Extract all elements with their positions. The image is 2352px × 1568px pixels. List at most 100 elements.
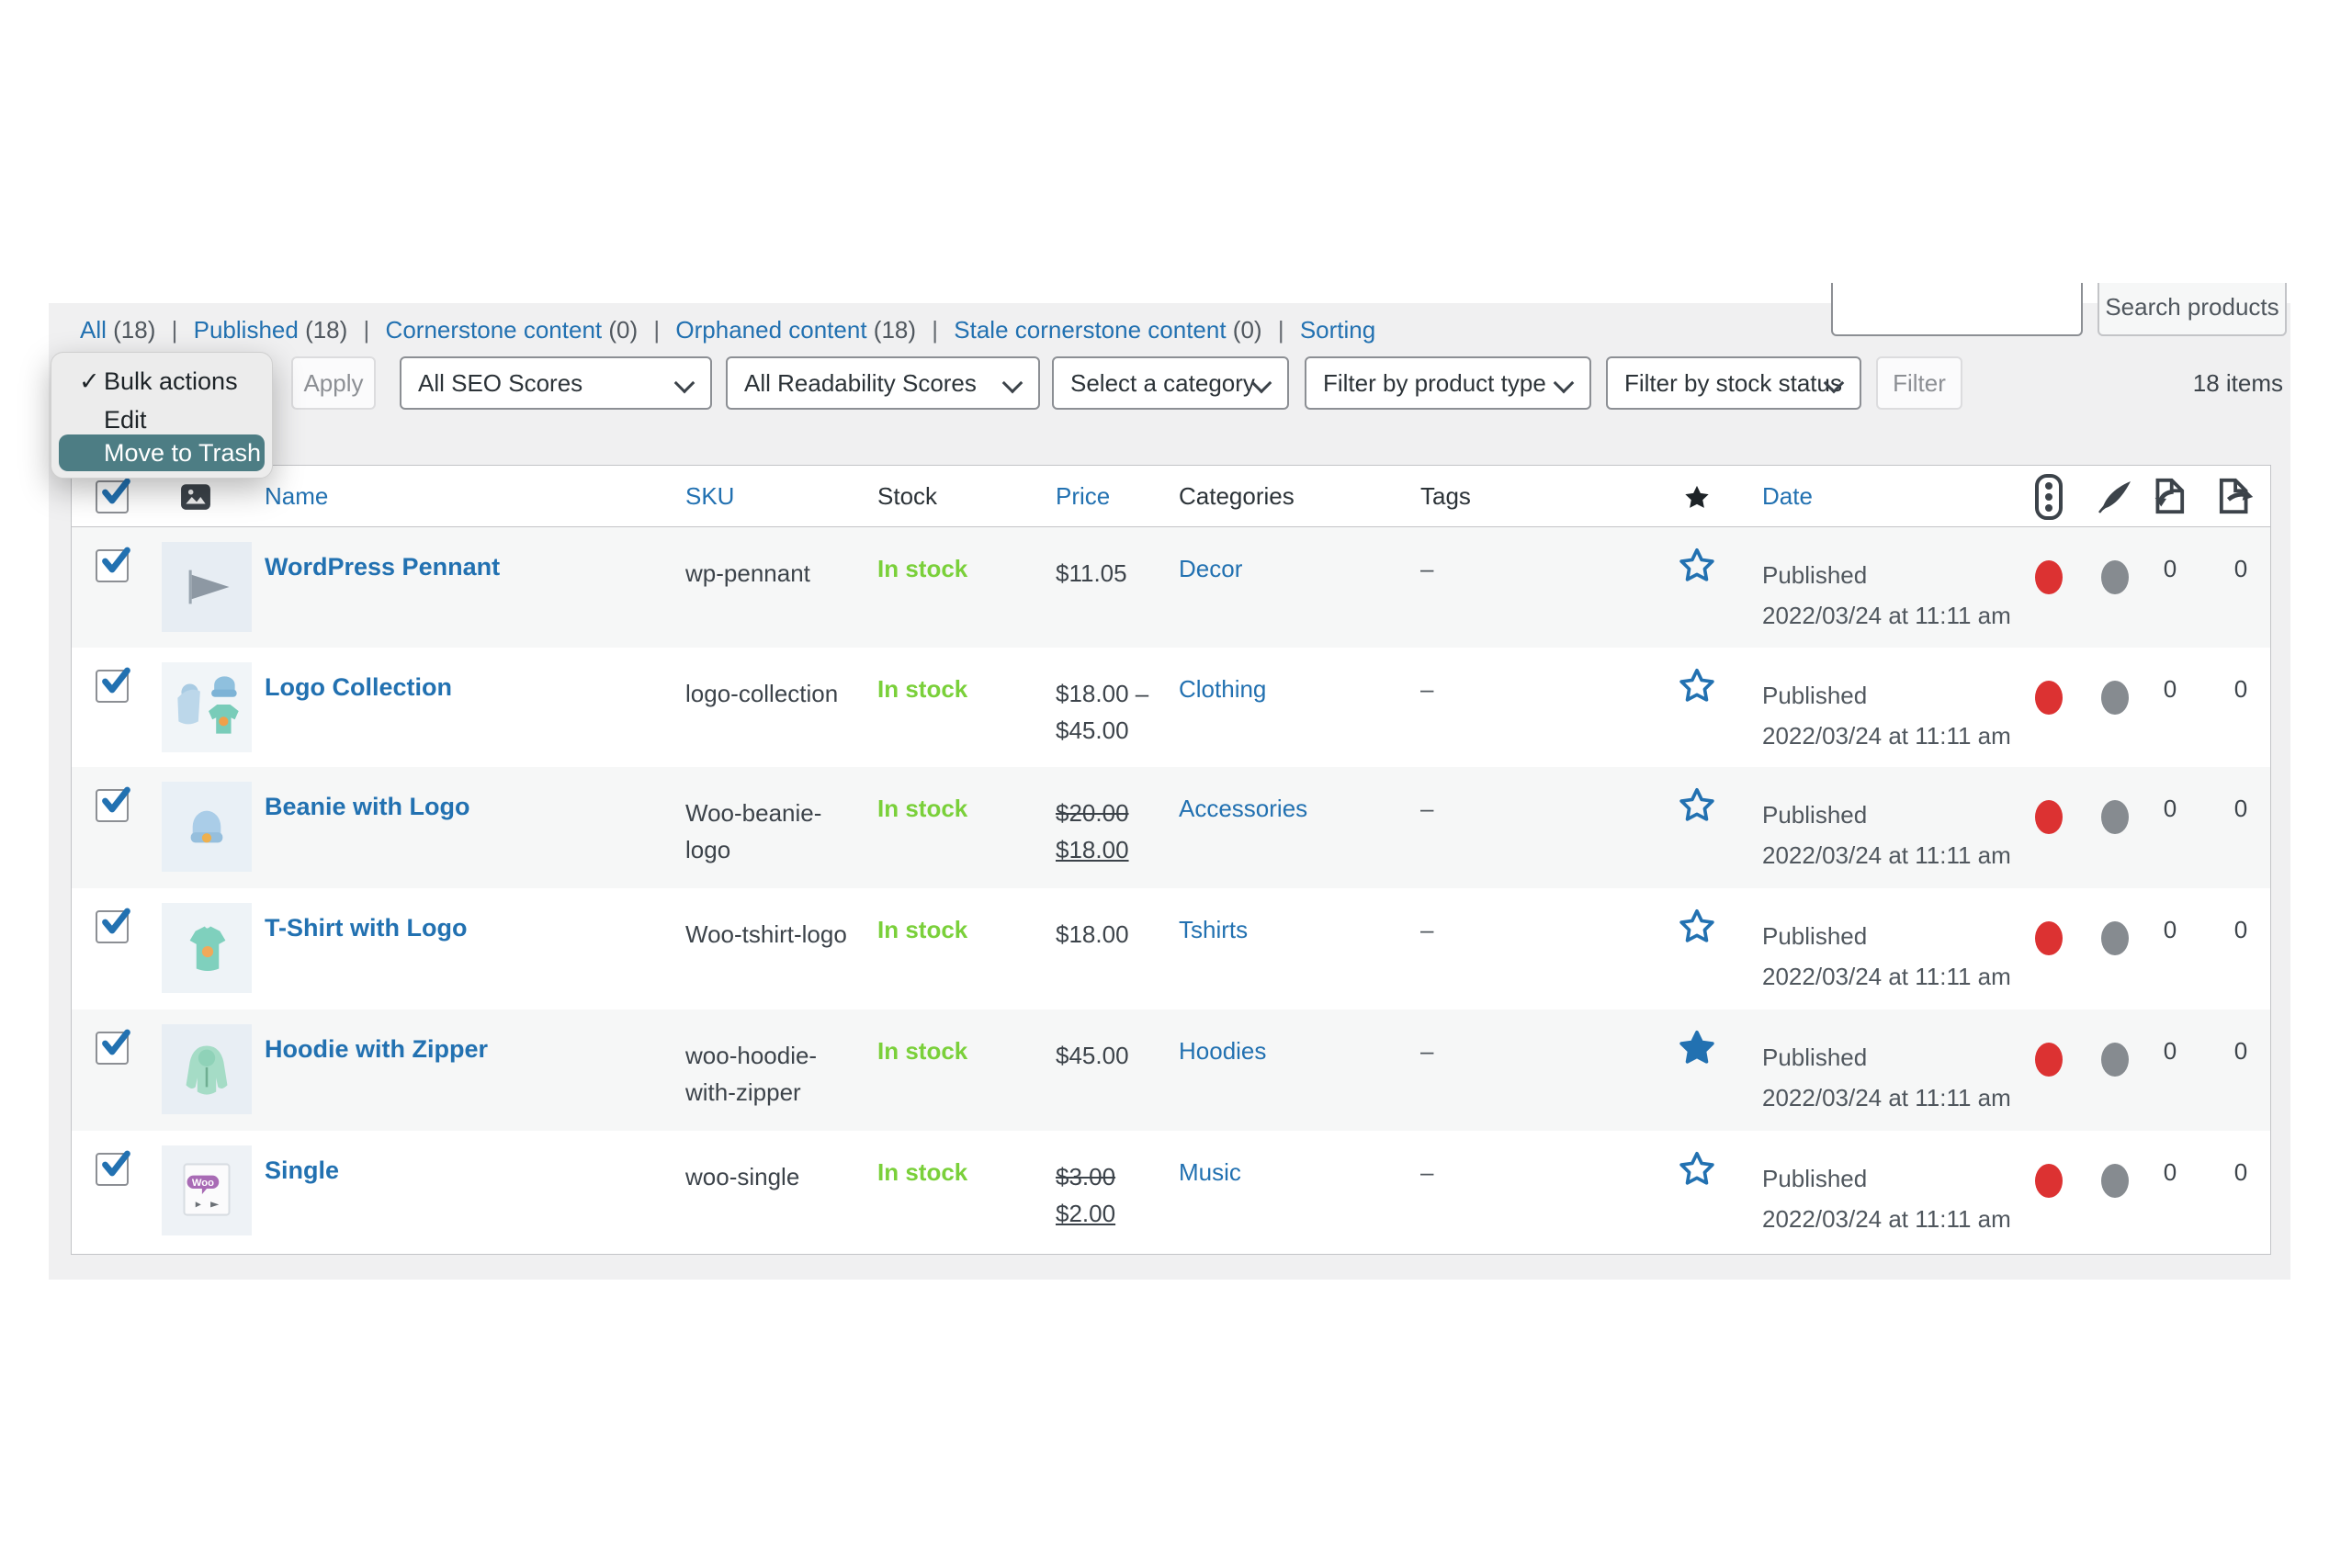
table-row: Hoodie with Zipper woo-hoodie-with-zippe… xyxy=(72,1010,2270,1131)
incoming-links-count: 0 xyxy=(2163,795,2177,822)
row-checkbox[interactable] xyxy=(96,667,130,703)
category-link[interactable]: Clothing xyxy=(1179,675,1267,703)
seo-scores-select[interactable]: All SEO Scores xyxy=(400,356,712,410)
seo-score-indicator xyxy=(2035,681,2063,715)
product-name-link[interactable]: Beanie with Logo xyxy=(265,793,470,820)
tags-value: – xyxy=(1420,1037,1434,1065)
column-header-date[interactable]: Date xyxy=(1762,482,1813,510)
filter-button[interactable]: Filter xyxy=(1876,356,1962,410)
tags-value: – xyxy=(1420,916,1434,943)
search-products-button[interactable]: Search products xyxy=(2098,283,2287,336)
view-link-orphaned[interactable]: Orphaned content xyxy=(675,316,867,344)
search-area: Search products xyxy=(1831,283,2290,344)
seo-score-indicator xyxy=(2035,560,2063,594)
readability-scores-select[interactable]: All Readability Scores xyxy=(726,356,1040,410)
search-input[interactable] xyxy=(1831,283,2083,336)
featured-star-toggle[interactable] xyxy=(1677,907,1717,947)
seo-score-indicator xyxy=(2035,1043,2063,1077)
publish-status: Published xyxy=(1762,682,1868,709)
incoming-links-count: 0 xyxy=(2163,1158,2177,1186)
seo-score-indicator xyxy=(2035,921,2063,955)
readability-score-indicator xyxy=(2101,1164,2129,1198)
bulk-actions-menu: ✓ Bulk actions Edit Move to Trash xyxy=(51,352,273,479)
product-thumbnail-tshirt[interactable] xyxy=(162,903,252,993)
featured-star-toggle[interactable] xyxy=(1677,1028,1717,1068)
product-sku: Woo-tshirt-logo xyxy=(685,920,847,948)
table-row: T-Shirt with Logo Woo-tshirt-logo In sto… xyxy=(72,888,2270,1010)
column-header-sku[interactable]: SKU xyxy=(685,482,735,510)
column-header-categories: Categories xyxy=(1179,482,1295,510)
featured-star-toggle[interactable] xyxy=(1677,1149,1717,1190)
table-row: Beanie with Logo Woo-beanie-logo In stoc… xyxy=(72,767,2270,888)
select-all-checkbox[interactable] xyxy=(96,478,130,513)
featured-star-toggle[interactable] xyxy=(1677,666,1717,706)
view-link-sorting[interactable]: Sorting xyxy=(1299,316,1376,344)
product-thumbnail-beanie[interactable] xyxy=(162,782,252,872)
separator: | xyxy=(171,316,178,344)
product-thumbnail-single[interactable]: Woo xyxy=(162,1145,252,1235)
publish-date: 2022/03/24 at 11:11 am xyxy=(1762,1205,2011,1233)
view-link-stale-cornerstone[interactable]: Stale cornerstone content xyxy=(954,316,1227,344)
featured-star-toggle[interactable] xyxy=(1677,785,1717,826)
view-filter-links: All (18) | Published (18) | Cornerstone … xyxy=(80,316,1375,344)
stock-status-value: Filter by stock status xyxy=(1624,369,1842,397)
product-thumbnail-logo-collection[interactable] xyxy=(162,662,252,752)
product-thumbnail-pennant[interactable] xyxy=(162,542,252,632)
apply-button[interactable]: Apply xyxy=(291,356,376,410)
seo-score-column-icon[interactable] xyxy=(2033,473,2064,525)
media-column-icon xyxy=(180,483,211,515)
row-checkbox[interactable] xyxy=(96,1029,130,1065)
category-link[interactable]: Decor xyxy=(1179,555,1243,582)
readability-score-indicator xyxy=(2101,560,2129,594)
view-count: (18) xyxy=(113,316,156,344)
items-count: 18 items xyxy=(2192,369,2283,397)
menu-item-move-to-trash[interactable]: Move to Trash xyxy=(59,434,265,471)
column-header-name[interactable]: Name xyxy=(265,482,329,510)
seo-scores-value: All SEO Scores xyxy=(418,369,583,397)
column-header-tags: Tags xyxy=(1420,482,1471,510)
product-type-value: Filter by product type xyxy=(1323,369,1546,397)
category-link[interactable]: Tshirts xyxy=(1179,916,1249,943)
outgoing-links-count: 0 xyxy=(2233,916,2248,943)
chevron-down-icon xyxy=(673,372,695,394)
table-header: Name SKU Stock Price Categories Tags Dat… xyxy=(72,466,2270,527)
row-checkbox[interactable] xyxy=(96,786,130,822)
view-link-published[interactable]: Published xyxy=(193,316,299,344)
readability-score-column-icon[interactable] xyxy=(2097,478,2133,519)
product-price-max: $45.00 xyxy=(1056,716,1129,744)
category-select[interactable]: Select a category xyxy=(1052,356,1289,410)
category-link[interactable]: Music xyxy=(1179,1158,1241,1186)
thumbnail-logo-text: Woo xyxy=(192,1178,214,1189)
product-name-link[interactable]: WordPress Pennant xyxy=(265,553,501,581)
stock-status: In stock xyxy=(877,1158,968,1186)
product-type-select[interactable]: Filter by product type xyxy=(1305,356,1591,410)
view-link-cornerstone[interactable]: Cornerstone content xyxy=(385,316,603,344)
category-link[interactable]: Accessories xyxy=(1179,795,1308,822)
separator: | xyxy=(653,316,661,344)
stock-status: In stock xyxy=(877,795,968,822)
readability-score-indicator xyxy=(2101,921,2129,955)
outgoing-links-column-icon[interactable] xyxy=(2218,477,2256,520)
stock-status-select[interactable]: Filter by stock status xyxy=(1606,356,1861,410)
product-name-link[interactable]: T-Shirt with Logo xyxy=(265,914,468,942)
separator: | xyxy=(363,316,370,344)
product-name-link[interactable]: Hoodie with Zipper xyxy=(265,1035,488,1063)
column-header-price[interactable]: Price xyxy=(1056,482,1111,510)
product-name-link[interactable]: Single xyxy=(265,1156,340,1184)
incoming-links-column-icon[interactable] xyxy=(2147,477,2186,520)
product-thumbnail-hoodie[interactable] xyxy=(162,1024,252,1114)
product-name-link[interactable]: Logo Collection xyxy=(265,673,452,701)
menu-item-edit[interactable]: Edit xyxy=(51,406,272,434)
menu-item-bulk-actions[interactable]: ✓ Bulk actions xyxy=(51,367,272,396)
featured-star-toggle[interactable] xyxy=(1677,546,1717,586)
tags-value: – xyxy=(1420,555,1434,582)
separator: | xyxy=(932,316,939,344)
category-link[interactable]: Hoodies xyxy=(1179,1037,1267,1065)
readability-score-indicator xyxy=(2101,800,2129,834)
row-checkbox[interactable] xyxy=(96,547,130,582)
outgoing-links-count: 0 xyxy=(2233,1158,2248,1186)
row-checkbox[interactable] xyxy=(96,1150,130,1186)
view-link-all[interactable]: All xyxy=(80,316,107,344)
publish-date: 2022/03/24 at 11:11 am xyxy=(1762,1084,2011,1111)
row-checkbox[interactable] xyxy=(96,908,130,943)
